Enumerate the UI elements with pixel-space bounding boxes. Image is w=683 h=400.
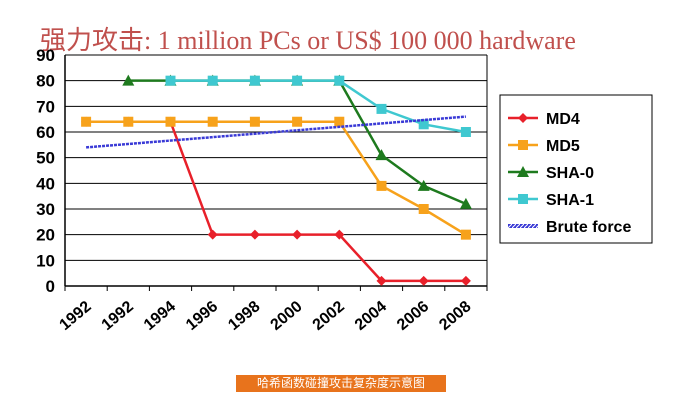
data-point — [249, 116, 260, 127]
legend-line — [508, 224, 538, 228]
series-sha-0 — [122, 74, 472, 209]
x-tick-label: 2006 — [394, 298, 432, 334]
series-brute-force — [85, 115, 467, 149]
figure-caption: 哈希函数碰撞攻击复杂度示意图 — [236, 375, 446, 392]
data-point — [418, 204, 429, 214]
series-line — [86, 120, 467, 236]
x-tick-label: 1998 — [225, 298, 263, 334]
series — [81, 74, 472, 286]
data-point — [518, 194, 528, 204]
x-tick-label: 1992 — [56, 298, 94, 334]
data-point — [292, 75, 303, 86]
data-point — [292, 229, 303, 240]
y-tick-label: 0 — [46, 277, 55, 296]
data-point — [165, 75, 176, 86]
data-point — [292, 116, 303, 127]
data-point — [418, 275, 429, 286]
series-md5 — [81, 116, 471, 240]
data-point — [459, 197, 472, 209]
x-tick-label: 1992 — [99, 298, 137, 334]
data-point — [376, 103, 387, 114]
data-point — [460, 127, 471, 137]
legend-label: SHA-1 — [546, 192, 594, 209]
data-point — [334, 116, 345, 127]
data-point — [334, 75, 345, 86]
data-point — [460, 275, 471, 286]
legend: MD4 MD5 SHA-0 SHA-1 Brute force — [499, 94, 653, 244]
y-tick-label: 30 — [36, 200, 55, 219]
data-point — [207, 116, 218, 127]
y-tick-label: 80 — [36, 72, 55, 91]
data-point — [122, 74, 135, 86]
y-tick-label: 60 — [36, 123, 55, 142]
x-tick-label: 2002 — [310, 298, 348, 334]
data-point — [418, 119, 429, 130]
x-tick-label: 2000 — [267, 298, 305, 334]
data-point — [165, 116, 176, 127]
y-tick-label: 40 — [36, 174, 55, 193]
x-tick-label: 2004 — [352, 298, 390, 334]
data-point — [249, 229, 260, 240]
data-point — [249, 75, 260, 86]
y-tick-label: 70 — [36, 97, 55, 116]
x-tick-label: 1994 — [141, 298, 179, 334]
y-tick-label: 10 — [36, 251, 55, 270]
legend-item: SHA-0 — [508, 165, 594, 182]
data-point — [376, 275, 387, 286]
data-point — [334, 229, 345, 240]
data-point — [81, 116, 92, 127]
legend-item: MD5 — [508, 138, 580, 155]
data-point — [375, 149, 388, 161]
chart-title: 强力攻击: 1 million PCs or US$ 100 000 hardw… — [40, 26, 576, 55]
data-point — [123, 116, 134, 127]
legend-label: SHA-0 — [546, 165, 594, 182]
data-point — [207, 229, 218, 240]
y-tick-label: 20 — [36, 226, 55, 245]
data-point — [207, 75, 218, 86]
x-tick-label: 1996 — [183, 298, 221, 334]
data-point — [376, 180, 387, 191]
axes — [64, 55, 488, 291]
data-point — [518, 140, 528, 150]
data-point — [460, 229, 471, 240]
data-point — [417, 179, 430, 191]
series-line — [85, 115, 467, 149]
y-tick-label: 50 — [36, 149, 55, 168]
series-sha-1 — [165, 75, 471, 137]
x-tick-label: 2008 — [436, 298, 474, 334]
legend-label: MD4 — [546, 111, 580, 128]
series-line — [170, 79, 467, 134]
legend-item: SHA-1 — [508, 192, 594, 209]
y-tick-label: 90 — [36, 46, 55, 65]
legend-item: MD4 — [508, 111, 580, 128]
data-point — [518, 113, 528, 123]
gridlines — [65, 54, 487, 261]
legend-label: Brute force — [546, 219, 631, 236]
legend-item: Brute force — [508, 219, 631, 236]
data-point — [517, 166, 529, 177]
legend-label: MD5 — [546, 138, 580, 155]
